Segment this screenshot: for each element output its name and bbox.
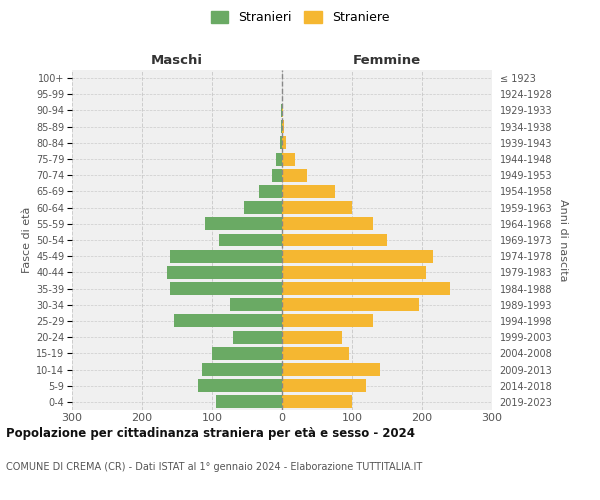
Bar [282,347,349,360]
Bar [282,330,341,344]
Bar [282,136,286,149]
Bar [282,120,284,133]
Bar [282,234,387,246]
Bar [272,169,282,181]
Text: Popolazione per cittadinanza straniera per età e sesso - 2024: Popolazione per cittadinanza straniera p… [6,428,415,440]
Bar [281,104,282,117]
Bar [280,136,282,149]
Bar [282,266,425,279]
Bar [233,330,282,344]
Bar [170,282,282,295]
Bar [244,201,282,214]
Bar [282,363,380,376]
Bar [282,282,450,295]
Bar [212,347,282,360]
Bar [282,396,352,408]
Text: Femmine: Femmine [353,54,421,68]
Bar [205,218,282,230]
Bar [282,379,366,392]
Bar [282,218,373,230]
Y-axis label: Anni di nascita: Anni di nascita [558,198,568,281]
Y-axis label: Fasce di età: Fasce di età [22,207,32,273]
Bar [282,314,373,328]
Bar [215,396,282,408]
Bar [282,169,307,181]
Bar [173,314,282,328]
Text: COMUNE DI CREMA (CR) - Dati ISTAT al 1° gennaio 2024 - Elaborazione TUTTITALIA.I: COMUNE DI CREMA (CR) - Dati ISTAT al 1° … [6,462,422,472]
Bar [282,298,419,311]
Bar [167,266,282,279]
Bar [282,201,352,214]
Bar [282,185,335,198]
Bar [219,234,282,246]
Legend: Stranieri, Straniere: Stranieri, Straniere [206,6,394,29]
Bar [202,363,282,376]
Bar [277,152,282,166]
Bar [281,120,282,133]
Bar [259,185,282,198]
Bar [229,298,282,311]
Bar [282,152,295,166]
Text: Maschi: Maschi [151,54,203,68]
Bar [170,250,282,262]
Bar [198,379,282,392]
Bar [282,104,283,117]
Bar [282,250,433,262]
